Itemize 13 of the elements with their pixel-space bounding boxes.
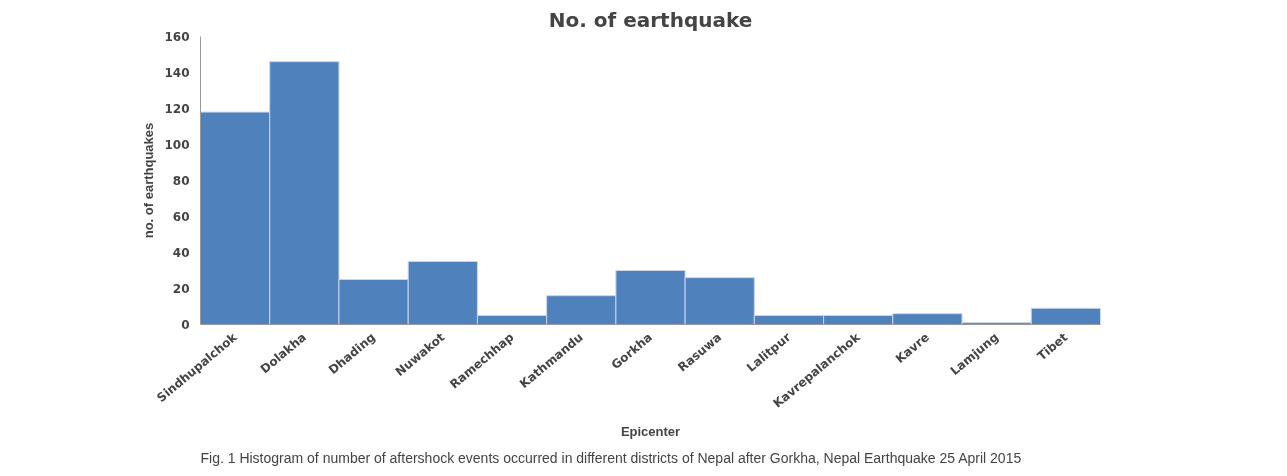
y-tick-label: 20 bbox=[172, 282, 190, 296]
y-tick-label: 0 bbox=[181, 318, 190, 332]
y-tick-label: 160 bbox=[164, 30, 190, 44]
x-axis-title: Epicenter bbox=[620, 424, 681, 440]
y-tick-label: 80 bbox=[172, 174, 190, 188]
y-tick-label: 100 bbox=[164, 138, 190, 152]
caption: Fig. 1 Histogram of number of aftershock events occurred in different districts of Nepal after Gorkha, Nepal Earthquake 25 April 2015 bbox=[200, 449, 1022, 466]
y-tick-label: 140 bbox=[164, 66, 190, 80]
y-axis-title: no. of earthquakes bbox=[141, 122, 157, 239]
y-tick-label: 40 bbox=[172, 246, 190, 260]
chart-title: No. of earthquake bbox=[548, 7, 753, 32]
y-tick-label: 60 bbox=[172, 210, 190, 224]
y-tick-label: 120 bbox=[164, 102, 190, 116]
